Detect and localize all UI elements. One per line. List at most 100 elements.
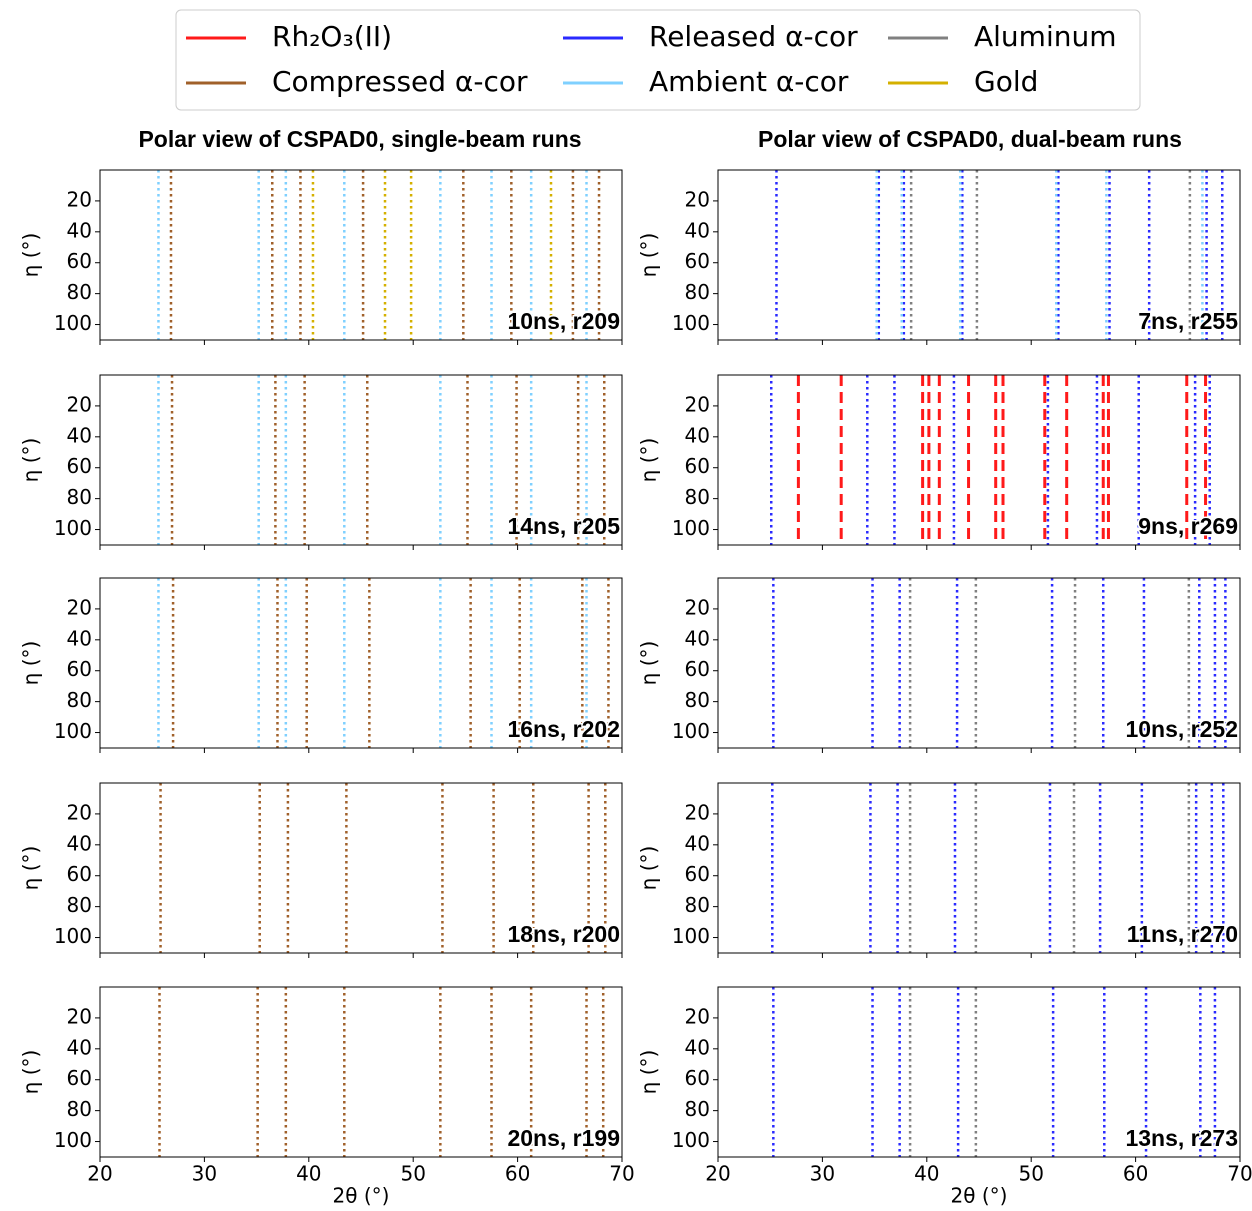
- y-tick-label: 80: [67, 893, 92, 917]
- x-tick-label: 30: [192, 1162, 217, 1186]
- detector-gap: [246, 793, 280, 953]
- y-tick-label: 40: [67, 218, 92, 242]
- panel-label: 13ns, r273: [1125, 1125, 1238, 1151]
- detector-gap: [868, 403, 1158, 431]
- y-tick-label: 20: [67, 1004, 92, 1028]
- y-tick-label: 60: [685, 657, 710, 681]
- panel: 20 40 60 80 100 η (°) 16ns, r202: [19, 577, 623, 753]
- y-tick-label: 40: [685, 1035, 710, 1059]
- detector-module: [100, 175, 278, 341]
- y-tick-label: 20: [685, 595, 710, 619]
- detector-gap: [523, 220, 542, 320]
- x-tick-label: 20: [705, 1162, 730, 1186]
- panel: 20 40 60 80 100 20 30 40 50 60 70 η (°) 2θ (°) 13ns, …: [637, 986, 1252, 1208]
- detector-module: [250, 805, 438, 943]
- panel: 20 40 60 80 100 η (°) 11ns, r270: [637, 782, 1241, 958]
- panel-frame: [99, 782, 623, 954]
- detector-module: [100, 380, 278, 546]
- y-tick-label: 100: [672, 719, 710, 743]
- detector-gap: [100, 475, 622, 503]
- detector-gap: [718, 678, 1240, 706]
- detector-gap: [864, 997, 898, 1157]
- detector-gap: [523, 425, 542, 525]
- detector-gap: [718, 433, 1240, 455]
- detector-gap: [100, 228, 622, 250]
- detector-gap: [523, 833, 542, 933]
- y-tick-label: 60: [67, 862, 92, 886]
- y-tick-label: 100: [54, 1128, 92, 1152]
- detector-gap: [1031, 205, 1056, 335]
- panel-label: 18ns, r200: [507, 921, 620, 947]
- y-tick-label: 60: [685, 249, 710, 273]
- detector-module: [528, 430, 622, 501]
- y-tick-label: 20: [685, 1004, 710, 1028]
- y-tick-label: 60: [67, 454, 92, 478]
- detector-module: [418, 210, 542, 320]
- panel-frame: [717, 169, 1241, 341]
- detector-module: [868, 1009, 1056, 1147]
- y-tick-label: 40: [685, 423, 710, 447]
- detector-gap: [718, 1087, 1240, 1115]
- detector-gap: [250, 606, 540, 634]
- y-tick-label: 20: [685, 187, 710, 211]
- panel-label: 9ns, r269: [1138, 513, 1238, 539]
- y-tick-label: 60: [685, 1066, 710, 1090]
- legend-label: Ambient α-cor: [649, 65, 849, 98]
- detector-module: [868, 397, 1056, 535]
- detector-module: [418, 415, 542, 525]
- y-tick-label: 40: [685, 831, 710, 855]
- detector-gap: [250, 198, 540, 226]
- y-tick-label: 20: [67, 595, 92, 619]
- detector-module: [868, 600, 1056, 738]
- detector-module: [868, 805, 1056, 943]
- x-axis-label: 2θ (°): [951, 1184, 1008, 1208]
- panel-frame: [99, 169, 623, 341]
- y-tick-label: 100: [54, 311, 92, 335]
- column-title: Polar view of CSPAD0, single-beam runs: [138, 126, 581, 152]
- detector-module: [1036, 210, 1160, 320]
- y-axis-label: η (°): [19, 846, 43, 891]
- panel: 20 40 60 80 100 η (°) 10ns, r209: [19, 169, 623, 346]
- detector-module: [418, 618, 542, 728]
- legend-label: Released α-cor: [649, 20, 858, 53]
- y-tick-label: 80: [685, 280, 710, 304]
- legend-box: [175, 9, 1141, 111]
- detector-gap: [250, 1015, 540, 1043]
- panel-frame: [99, 986, 623, 1158]
- y-tick-label: 40: [67, 831, 92, 855]
- panel-frame: [717, 782, 1241, 954]
- y-axis-label: η (°): [637, 1050, 661, 1095]
- x-tick-label: 60: [505, 1162, 530, 1186]
- detector-gap: [100, 841, 622, 863]
- y-axis-label: η (°): [19, 438, 43, 483]
- panel-label: 16ns, r202: [507, 716, 620, 742]
- detector-gap: [864, 588, 898, 748]
- detector-gap: [100, 636, 622, 658]
- x-axis-label: 2θ (°): [333, 1184, 390, 1208]
- y-tick-label: 100: [54, 924, 92, 948]
- detector-gap: [718, 270, 1240, 298]
- detector-module: [718, 583, 896, 749]
- y-tick-label: 80: [685, 1097, 710, 1121]
- detector-gap: [246, 588, 280, 748]
- y-tick-label: 100: [672, 1128, 710, 1152]
- detector-gap: [868, 811, 1158, 839]
- y-axis-label: η (°): [637, 846, 661, 891]
- panel-label: 20ns, r199: [507, 1125, 620, 1151]
- y-tick-label: 80: [67, 688, 92, 712]
- detector-gap: [868, 1015, 1158, 1043]
- legend-label: Gold: [974, 65, 1038, 98]
- column-title: Polar view of CSPAD0, dual-beam runs: [758, 126, 1182, 152]
- y-tick-label: 40: [685, 218, 710, 242]
- y-axis-label: η (°): [637, 641, 661, 686]
- panel-frame: [717, 374, 1241, 546]
- y-axis-label: η (°): [19, 233, 43, 278]
- panel-frame: [99, 577, 623, 749]
- detector-gap: [1141, 1037, 1160, 1137]
- detector-module: [1036, 618, 1160, 728]
- x-tick-label: 30: [810, 1162, 835, 1186]
- y-axis-label: η (°): [637, 438, 661, 483]
- y-tick-label: 80: [685, 485, 710, 509]
- detector-gap: [413, 818, 438, 948]
- panel: 20 40 60 80 100 η (°) 14ns, r205: [19, 374, 623, 550]
